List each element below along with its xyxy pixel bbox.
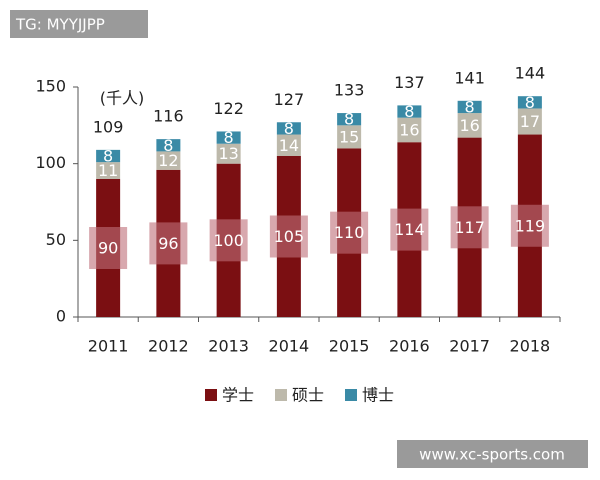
value-label: 96: [158, 234, 178, 253]
watermark: www.xc-sports.com: [419, 446, 565, 464]
label-highlight: [209, 219, 248, 262]
value-label: 8: [163, 136, 173, 155]
bar-segment: [457, 113, 482, 138]
value-label: 12: [158, 151, 178, 170]
value-label: 8: [103, 147, 113, 166]
bar-segment: [276, 122, 301, 135]
label-highlight: [450, 206, 489, 249]
bar-segment: [96, 149, 121, 163]
value-label: 8: [284, 119, 294, 138]
value-label: 110: [334, 223, 365, 242]
bar-segment: [156, 151, 181, 170]
value-label: 117: [454, 218, 485, 237]
legend-swatch: [275, 389, 287, 401]
label-highlight: [89, 227, 128, 269]
watermark-box: [397, 440, 588, 468]
total-label: 122: [213, 99, 244, 118]
bar-segment: [96, 162, 121, 179]
value-label: 8: [525, 93, 535, 112]
value-label: 13: [218, 144, 238, 163]
value-label: 8: [404, 102, 414, 121]
y-tick-label: 50: [46, 230, 66, 249]
total-label: 116: [153, 107, 184, 126]
x-tick-label: 2015: [329, 337, 370, 356]
value-label: 15: [339, 127, 359, 146]
watermark-box: [10, 10, 148, 38]
x-tick-label: 2012: [148, 337, 189, 356]
legend-swatch: [345, 389, 357, 401]
value-label: 90: [98, 239, 118, 258]
bar-segment: [457, 100, 482, 114]
value-label: 8: [344, 110, 354, 129]
x-tick-label: 2017: [449, 337, 490, 356]
total-label: 109: [93, 117, 124, 136]
bar-segment: [337, 125, 362, 149]
bar-segment: [156, 139, 181, 152]
label-highlight: [149, 222, 188, 265]
x-tick-label: 2014: [269, 337, 310, 356]
value-label: 119: [515, 216, 546, 235]
x-tick-label: 2016: [389, 337, 430, 356]
bar-segment: [397, 117, 422, 143]
unit-label: (千人): [100, 89, 145, 108]
bar-segment: [276, 134, 301, 156]
total-label: 141: [454, 68, 485, 87]
y-tick-label: 0: [56, 307, 66, 326]
bar-segment: [397, 105, 422, 118]
label-highlight: [269, 215, 308, 258]
total-label: 144: [515, 64, 546, 83]
value-label: 16: [399, 120, 419, 139]
value-label: 105: [274, 227, 305, 246]
legend-label: 硕士: [292, 386, 324, 405]
value-label: 8: [224, 128, 234, 147]
value-label: 100: [213, 231, 244, 250]
value-label: 114: [394, 220, 425, 239]
bar-segment: [517, 108, 542, 135]
value-label: 8: [465, 97, 475, 116]
bar-segment: [517, 96, 542, 109]
value-label: 11: [98, 161, 118, 180]
x-tick-label: 2013: [208, 337, 249, 356]
bar-segment: [216, 143, 241, 164]
total-label: 133: [334, 81, 365, 100]
label-highlight: [510, 204, 549, 247]
value-label: 17: [520, 112, 540, 131]
x-tick-label: 2011: [88, 337, 129, 356]
legend-swatch: [205, 389, 217, 401]
legend-label: 学士: [222, 386, 254, 405]
bar-segment: [216, 131, 241, 144]
total-label: 127: [274, 90, 305, 109]
bar-segment: [337, 113, 362, 126]
y-tick-label: 150: [35, 77, 66, 96]
label-highlight: [330, 211, 369, 254]
label-highlight: [390, 208, 429, 251]
value-label: 16: [459, 116, 479, 135]
y-tick-label: 100: [35, 153, 66, 172]
legend-label: 博士: [362, 386, 394, 405]
value-label: 14: [279, 136, 299, 155]
x-tick-label: 2018: [510, 337, 551, 356]
watermark: TG: MYYJJPP: [15, 16, 105, 34]
total-label: 137: [394, 73, 425, 92]
